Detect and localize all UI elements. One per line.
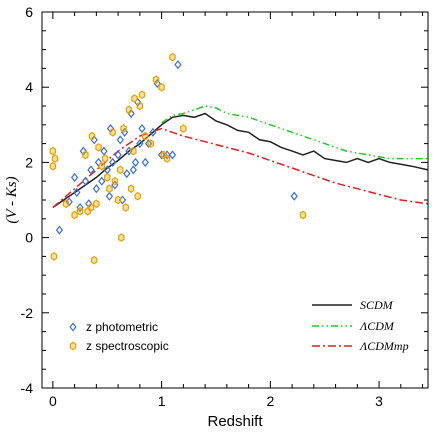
data-point-spectroscopic (82, 150, 89, 160)
x-tick-label: 0 (49, 393, 57, 409)
x-axis-title: Redshift (207, 413, 263, 430)
data-point-spectroscopic (62, 199, 70, 209)
y-tick-label: 4 (25, 79, 33, 95)
data-point-spectroscopic (71, 210, 78, 220)
data-point-spectroscopic (98, 161, 106, 171)
data-point-photometric (290, 191, 298, 201)
scatter-layer (49, 52, 307, 265)
data-point-spectroscopic (299, 210, 307, 220)
y-axis-title: (V - Ks) (4, 176, 20, 223)
legend-label-lcdm: ΛCDM (359, 319, 395, 333)
data-point-spectroscopic (169, 52, 176, 62)
line-series-1 (161, 105, 428, 160)
y-tick-label: 0 (25, 230, 33, 246)
data-point-spectroscopic (125, 105, 133, 115)
data-point-photometric (105, 191, 114, 201)
data-point-spectroscopic (163, 154, 171, 163)
data-point-photometric (136, 139, 144, 149)
data-point-photometric (144, 139, 153, 149)
data-point-photometric (81, 176, 90, 186)
x-tick-label: 2 (266, 393, 274, 409)
data-point-spectroscopic (138, 90, 146, 100)
legend-label-photometric: z photometric (86, 320, 158, 334)
legend-label-spectroscopic: z spectroscopic (86, 339, 169, 353)
data-point-spectroscopic (158, 82, 165, 92)
data-point-photometric (138, 123, 146, 134)
plot-frame (41, 11, 429, 389)
data-point-photometric (73, 187, 81, 198)
data-point-spectroscopic (130, 146, 137, 156)
data-point-spectroscopic (120, 124, 127, 133)
legend-right: SCDM ΛCDM ΛCDMmp (312, 298, 409, 353)
y-tick-label: 2 (25, 154, 33, 170)
data-point-photometric (70, 172, 79, 183)
legend-label-scdm: SCDM (360, 298, 394, 312)
data-point-spectroscopic (134, 191, 141, 201)
data-point-spectroscopic (76, 206, 84, 216)
data-point-photometric (168, 150, 177, 160)
data-point-spectroscopic (180, 124, 187, 133)
data-point-photometric (100, 146, 108, 156)
data-point-photometric (87, 165, 95, 175)
data-point-spectroscopic (106, 184, 113, 194)
data-point-spectroscopic (147, 139, 154, 148)
data-point-photometric (163, 150, 171, 160)
data-point-spectroscopic (114, 195, 122, 205)
tick-labels-layer: 0 1 2 3 -4 -2 0 2 4 6 (21, 4, 384, 409)
data-point-spectroscopic (109, 127, 116, 137)
data-point-spectroscopic (49, 161, 57, 171)
legend-left: z photometric z spectroscopic (69, 320, 169, 353)
data-point-photometric (131, 157, 140, 167)
data-point-spectroscopic (127, 184, 135, 194)
data-point-spectroscopic (122, 203, 129, 212)
x-tick-label: 1 (158, 393, 166, 409)
data-point-photometric (141, 157, 149, 167)
x-tick-label: 3 (375, 393, 383, 409)
y-tick-label: -4 (21, 380, 34, 396)
data-point-spectroscopic (101, 154, 109, 163)
data-point-photometric (90, 135, 98, 145)
y-tick-label: -2 (21, 305, 34, 321)
data-point-spectroscopic (111, 176, 119, 186)
line-series-2 (52, 127, 429, 209)
data-point-spectroscopic (131, 94, 138, 103)
data-point-photometric (174, 60, 182, 70)
data-point-spectroscopic (118, 233, 125, 242)
data-point-photometric (94, 157, 103, 167)
data-point-spectroscopic (49, 146, 57, 156)
data-point-spectroscopic (95, 143, 102, 152)
data-point-spectroscopic (50, 252, 58, 261)
data-point-photometric (157, 150, 166, 160)
data-point-spectroscopic (142, 131, 149, 141)
data-point-photometric (98, 176, 106, 186)
data-point-photometric (92, 184, 101, 194)
legend-label-lcdmmp: ΛCDMmp (359, 339, 409, 353)
data-point-spectroscopic (103, 173, 111, 182)
data-point-spectroscopic (88, 131, 96, 141)
y-tick-label: 6 (25, 4, 33, 20)
data-point-photometric (123, 169, 131, 179)
data-point-spectroscopic (152, 75, 160, 85)
data-point-spectroscopic (116, 165, 124, 175)
data-point-photometric (109, 157, 117, 167)
legend-marker-spectroscopic (69, 341, 77, 351)
data-point-spectroscopic (51, 154, 59, 163)
data-point-spectroscopic (87, 203, 95, 212)
legend-marker-photometric (69, 322, 77, 332)
data-point-photometric (149, 127, 157, 137)
data-point-photometric (55, 225, 64, 235)
data-point-photometric (76, 202, 84, 213)
data-point-photometric (116, 135, 124, 145)
data-point-photometric (114, 150, 122, 160)
data-point-spectroscopic (90, 255, 98, 265)
data-point-photometric (129, 165, 137, 175)
data-point-spectroscopic (93, 199, 100, 209)
data-point-spectroscopic (136, 101, 144, 111)
data-point-photometric (127, 108, 135, 119)
